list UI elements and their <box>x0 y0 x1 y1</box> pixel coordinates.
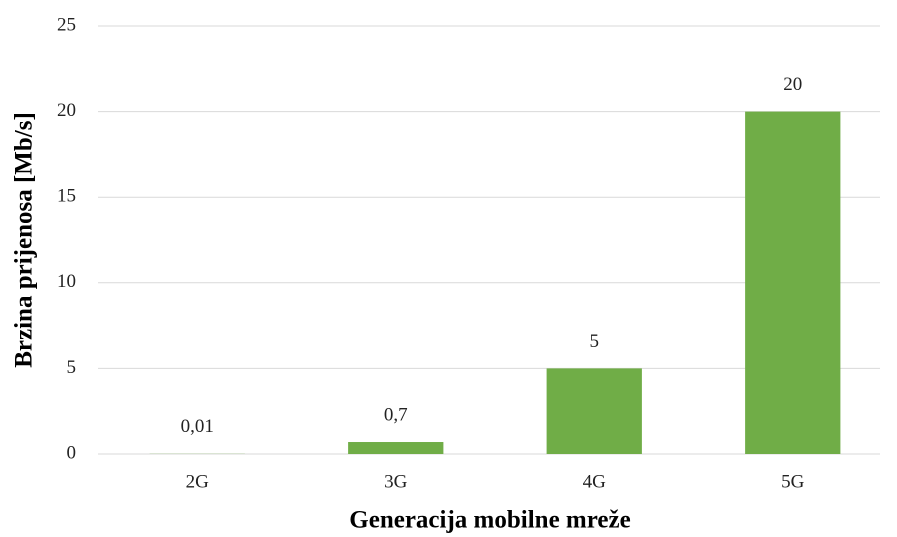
y-tick-label: 0 <box>67 442 77 463</box>
bar <box>546 368 642 454</box>
bar <box>745 111 841 454</box>
value-label: 5 <box>590 331 600 352</box>
x-tick-label: 4G <box>583 471 607 492</box>
x-tick-label: 5G <box>781 471 805 492</box>
x-tick-label: 2G <box>186 471 210 492</box>
y-tick-label: 5 <box>67 357 77 378</box>
x-tick-label: 3G <box>384 471 408 492</box>
y-tick-label: 25 <box>57 14 76 35</box>
y-tick-label: 15 <box>57 186 76 207</box>
y-tick-label: 10 <box>57 271 76 292</box>
value-label: 0,7 <box>384 404 408 425</box>
y-tick-label: 20 <box>57 100 76 121</box>
value-label: 0,01 <box>181 416 214 437</box>
value-label: 20 <box>783 74 802 95</box>
y-axis-title: Brzina prijenosa [Mb/s] <box>11 112 38 368</box>
bar <box>348 442 444 454</box>
x-axis-title: Generacija mobilne mreže <box>349 507 630 534</box>
